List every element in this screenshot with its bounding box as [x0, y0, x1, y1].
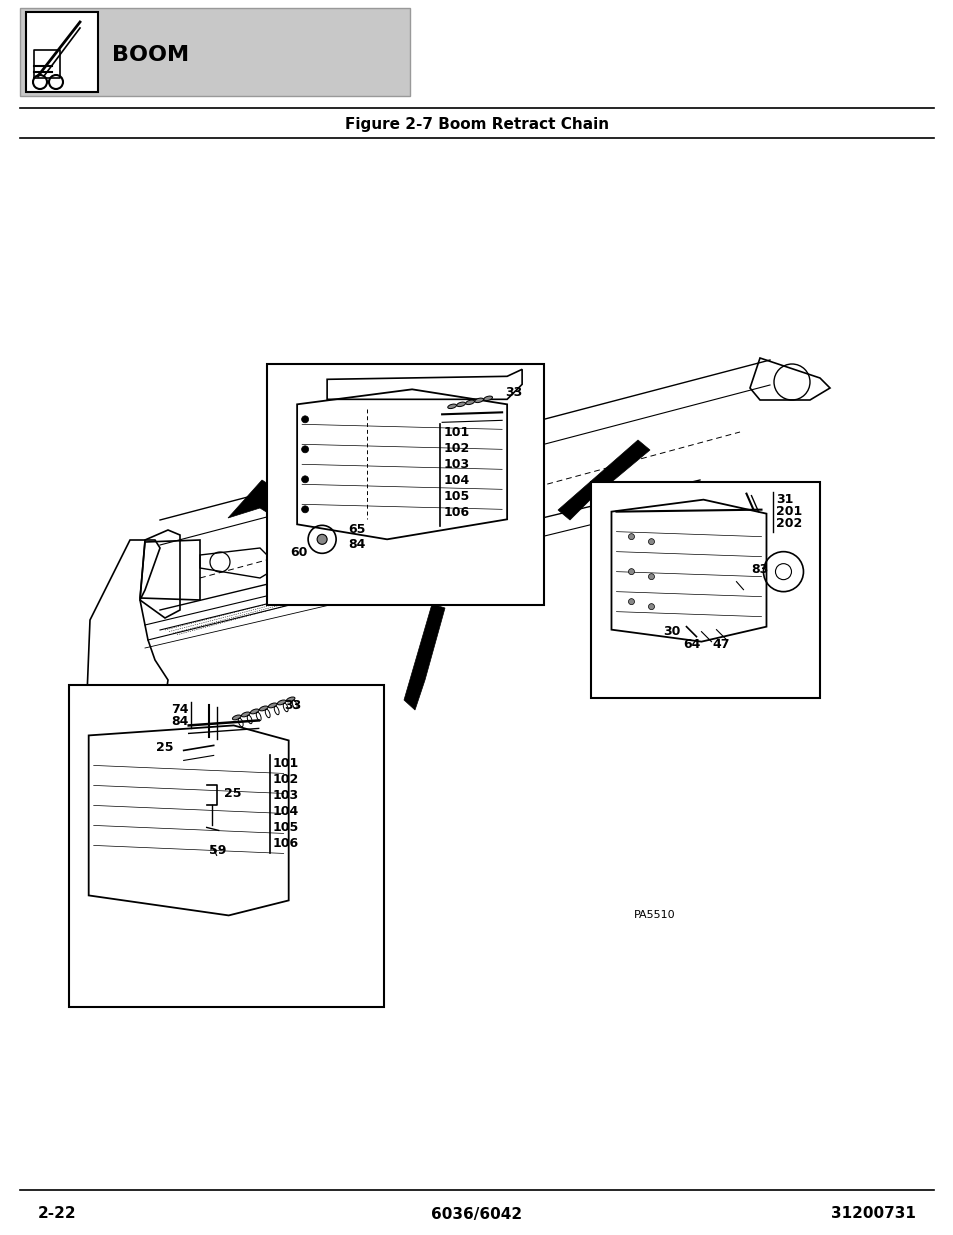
Text: BOOM: BOOM [112, 44, 189, 65]
Circle shape [628, 599, 634, 605]
Text: 59: 59 [209, 844, 226, 857]
Ellipse shape [268, 703, 276, 708]
Text: 60: 60 [290, 546, 308, 558]
Text: 47: 47 [712, 638, 729, 651]
Text: 84: 84 [172, 715, 189, 727]
Text: 105: 105 [442, 490, 469, 503]
Text: 31200731: 31200731 [830, 1207, 915, 1221]
Ellipse shape [456, 403, 465, 406]
Circle shape [628, 568, 634, 574]
Ellipse shape [475, 398, 483, 403]
Text: 25: 25 [223, 787, 241, 800]
Text: 101: 101 [442, 426, 469, 438]
Ellipse shape [259, 706, 268, 711]
Bar [267, 364, 543, 605]
Ellipse shape [277, 700, 286, 705]
Text: 25: 25 [156, 741, 173, 753]
Bar [591, 482, 820, 698]
Ellipse shape [250, 709, 258, 714]
Text: 83: 83 [751, 563, 768, 577]
Bar [69, 685, 383, 1007]
Circle shape [301, 475, 309, 483]
Circle shape [301, 506, 309, 513]
Ellipse shape [465, 400, 474, 405]
Text: 201: 201 [776, 505, 801, 519]
Text: 84: 84 [348, 537, 365, 551]
Text: 74: 74 [171, 703, 189, 716]
Text: 64: 64 [682, 638, 700, 651]
Text: 31: 31 [776, 493, 793, 506]
Text: 103: 103 [273, 789, 298, 802]
Ellipse shape [286, 697, 294, 701]
Text: 105: 105 [273, 821, 298, 834]
Circle shape [628, 534, 634, 540]
Text: Figure 2-7 Boom Retract Chain: Figure 2-7 Boom Retract Chain [345, 116, 608, 131]
Bar [26, 12, 98, 91]
Circle shape [648, 538, 654, 545]
Circle shape [648, 604, 654, 610]
Text: 104: 104 [442, 474, 469, 487]
Text: 106: 106 [273, 837, 298, 850]
Text: 65: 65 [348, 522, 365, 536]
Text: 104: 104 [273, 805, 298, 818]
Ellipse shape [233, 715, 241, 720]
Text: 202: 202 [776, 517, 801, 530]
Polygon shape [558, 440, 649, 520]
Text: 101: 101 [273, 757, 298, 769]
Ellipse shape [447, 404, 456, 409]
Polygon shape [228, 480, 370, 568]
Circle shape [301, 416, 309, 422]
Text: 33: 33 [504, 385, 522, 399]
Ellipse shape [483, 396, 492, 400]
Text: 30: 30 [662, 625, 679, 638]
Text: 102: 102 [442, 442, 469, 454]
Polygon shape [403, 604, 444, 710]
Text: 2-22: 2-22 [38, 1207, 76, 1221]
Text: 103: 103 [442, 458, 469, 471]
Ellipse shape [241, 713, 250, 716]
Circle shape [648, 573, 654, 579]
Text: 6036/6042: 6036/6042 [431, 1207, 522, 1221]
Circle shape [301, 446, 309, 453]
Text: 102: 102 [273, 773, 298, 785]
Text: 106: 106 [442, 506, 469, 519]
Circle shape [316, 535, 327, 545]
Text: 33: 33 [283, 699, 300, 711]
Text: PA5510: PA5510 [634, 910, 675, 920]
Bar [20, 7, 410, 96]
